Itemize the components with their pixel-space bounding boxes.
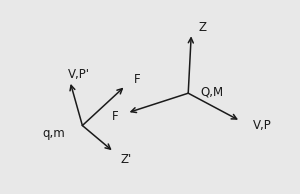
Text: V,P: V,P (253, 119, 272, 132)
Text: Q,M: Q,M (200, 86, 223, 99)
Text: V,P': V,P' (68, 68, 90, 81)
Text: Z': Z' (121, 153, 132, 166)
Text: Z: Z (199, 21, 206, 34)
Text: F: F (112, 109, 119, 123)
Text: q,m: q,m (42, 127, 65, 140)
Text: F: F (134, 73, 140, 86)
